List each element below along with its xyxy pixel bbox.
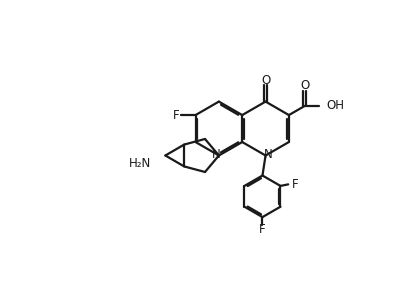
Text: N: N xyxy=(211,148,220,161)
Text: O: O xyxy=(260,74,269,87)
Text: N: N xyxy=(263,148,272,161)
Text: OH: OH xyxy=(326,100,344,112)
Text: F: F xyxy=(291,178,298,191)
Text: O: O xyxy=(300,79,309,92)
Text: H₂N: H₂N xyxy=(129,157,151,170)
Text: F: F xyxy=(172,108,179,122)
Text: F: F xyxy=(259,223,265,236)
